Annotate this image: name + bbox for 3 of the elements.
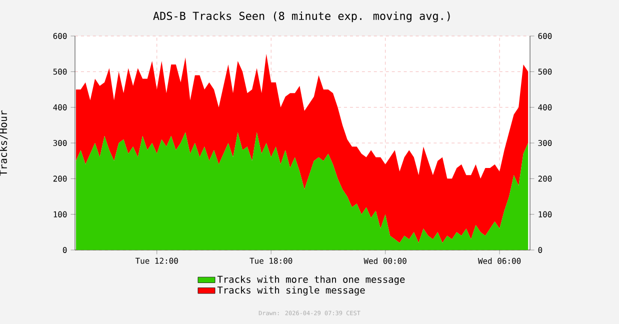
legend-label: Tracks with single message	[217, 286, 365, 296]
legend-label: Tracks with more than one message	[217, 276, 405, 285]
chart-title: ADS-B Tracks Seen (8 minute exp. moving avg.)	[153, 12, 450, 22]
